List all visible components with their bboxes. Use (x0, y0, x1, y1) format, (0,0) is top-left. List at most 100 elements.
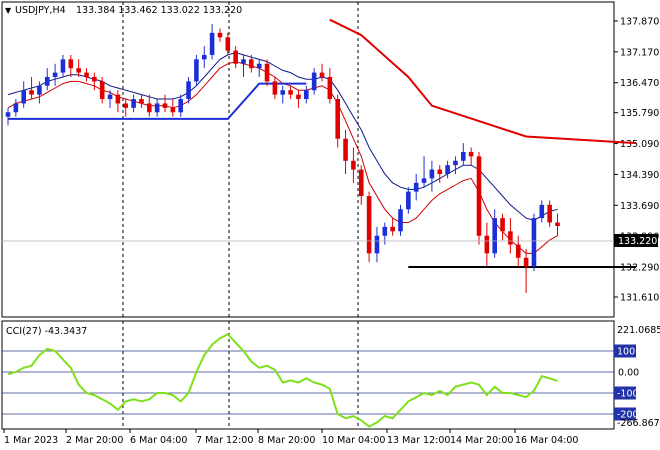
overlay-lines (7, 18, 637, 268)
candle-body (327, 76, 333, 100)
candle-body (555, 222, 560, 227)
cci-level-label: -100 (617, 389, 639, 400)
price-tick-label: 135.090 (620, 139, 659, 150)
candle-body (131, 99, 136, 108)
candle-body (531, 218, 537, 267)
candle-body (186, 81, 191, 100)
candle-body (296, 94, 301, 100)
candle-body (225, 37, 231, 51)
candle-body (476, 156, 482, 236)
candles[interactable] (5, 24, 560, 294)
current-price-box (614, 234, 658, 247)
candle-body (413, 182, 419, 192)
time-tick-label: 10 Mar 04:00 (322, 435, 385, 446)
candle-body (21, 90, 26, 104)
blue-level-line (8, 82, 307, 120)
candle-body (68, 59, 74, 69)
price-tick-label: 137.170 (620, 47, 659, 58)
time-tick-label: 1 Mar 2023 (4, 435, 58, 446)
candle-body (280, 90, 286, 95)
candle-body (147, 103, 152, 113)
candle-body (500, 218, 505, 232)
candle-body (162, 103, 168, 108)
candle-body (52, 72, 58, 77)
cci-level-box (614, 344, 636, 358)
cci-levels: 100 0.00 -100 -200 (2, 344, 639, 421)
time-tick-label: 7 Mar 12:00 (196, 435, 253, 446)
time-tick-label: 8 Mar 20:00 (258, 435, 315, 446)
candle-body (44, 76, 50, 86)
candle-body (233, 50, 238, 64)
candle-body (99, 81, 105, 100)
candle-body (76, 68, 81, 73)
candle-body (311, 72, 317, 91)
price-tick-label: 134.390 (620, 170, 659, 181)
candle-body (484, 235, 490, 254)
price-pane[interactable] (1, 1, 615, 318)
candle-body (390, 226, 395, 232)
ohlc-label: 133.384 133.462 133.022 133.220 (76, 5, 242, 16)
candle-body (241, 59, 246, 64)
cci-label: CCI(27) -43.3437 (6, 326, 87, 337)
candle-body (123, 103, 129, 108)
candle-body (539, 204, 545, 219)
candle-body (84, 72, 89, 77)
cci-pane[interactable] (1, 320, 615, 430)
candle-body (249, 59, 254, 69)
candle-body (178, 99, 183, 113)
candle-body (445, 165, 450, 174)
candle-body (429, 169, 435, 179)
candle-body (398, 209, 403, 232)
time-tick-label: 2 Mar 20:00 (66, 435, 123, 446)
candle-body (154, 103, 160, 113)
candle-body (264, 63, 270, 82)
candle-body (366, 196, 372, 254)
time-tick-label: 6 Mar 04:00 (130, 435, 187, 446)
candle-body (351, 160, 356, 170)
cci-level-box (614, 386, 636, 400)
candle-body (304, 90, 309, 100)
candle-body (437, 169, 443, 174)
candle-body (13, 103, 19, 113)
cci-min-label: -266.8672 (617, 418, 660, 429)
candle-body (209, 32, 215, 55)
time-tick-label: 16 Mar 04:00 (515, 435, 578, 446)
candle-body (288, 90, 293, 95)
candle-body (319, 72, 325, 77)
candle-body (201, 54, 207, 60)
candle-body (5, 112, 11, 117)
candle-body (374, 235, 380, 254)
price-tick-label: 133.690 (620, 201, 659, 212)
candle-body (139, 99, 144, 104)
candle-body (547, 204, 552, 223)
candle-body (461, 151, 466, 161)
symbol-label: USDJPY,H4 (15, 5, 66, 16)
candle-body (194, 59, 199, 82)
candle-body (170, 107, 176, 113)
candle-body (60, 59, 66, 73)
price-tick-label: 135.790 (620, 108, 659, 119)
collapse-triangle-icon[interactable]: ▼ (5, 6, 12, 15)
candle-body (217, 32, 223, 38)
candle-body (515, 244, 521, 258)
cci-series (7, 332, 558, 428)
candle-body (508, 231, 513, 245)
time-axis: 1 Mar 2023 2 Mar 20:00 6 Mar 04:00 7 Mar 12… (3, 429, 578, 446)
candle-body (107, 94, 113, 100)
candle-body (358, 169, 364, 197)
candle-body (453, 160, 458, 166)
candle-body (256, 63, 262, 69)
candle-body (343, 138, 348, 161)
price-axis: 137.870 137.170 136.470 135.790 135.090 134.3… (614, 17, 659, 304)
candle-body (382, 226, 388, 236)
candle-body (335, 99, 340, 139)
cci-level-label: -200 (617, 410, 639, 421)
candle-body (29, 90, 34, 95)
stop-line (329, 18, 637, 145)
candle-body (37, 85, 42, 95)
ma-blue-line (7, 52, 558, 221)
price-tick-label: 132.290 (620, 263, 659, 274)
candle-body (468, 151, 474, 157)
price-tick-label: 131.610 (620, 293, 659, 304)
